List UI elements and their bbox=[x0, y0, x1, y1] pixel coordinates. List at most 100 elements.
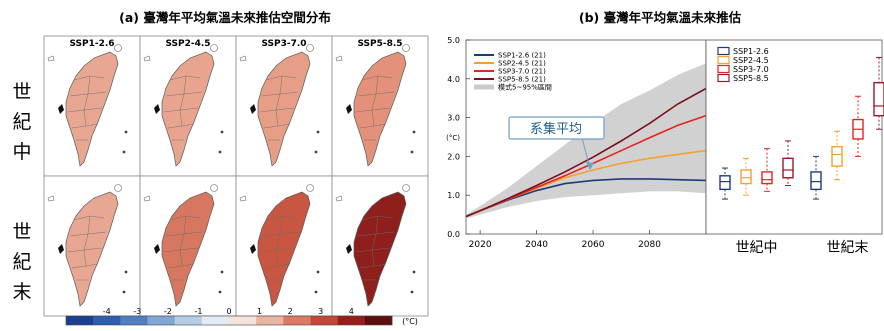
legend-swatch bbox=[717, 55, 730, 65]
islet-marker bbox=[114, 184, 122, 192]
legend-swatch bbox=[717, 46, 730, 56]
penghu-islands bbox=[250, 244, 256, 254]
legend-label: SSP1-2.6 bbox=[733, 47, 769, 56]
islet-marker bbox=[122, 290, 126, 294]
county-borders bbox=[355, 75, 395, 141]
box-layer bbox=[719, 56, 884, 200]
scenario-label: SSP5-8.5 bbox=[357, 39, 402, 49]
colorbar-cell bbox=[310, 316, 338, 325]
legend-label: SSP5-8.5 bbox=[733, 74, 769, 83]
colorbar-cell bbox=[120, 316, 148, 325]
legend-label: 模式5~95%區間 bbox=[498, 83, 552, 92]
colorbar-tick: -4 bbox=[103, 307, 111, 316]
county-borders bbox=[67, 75, 107, 141]
colorbar-cell bbox=[93, 316, 121, 325]
scenario-label: SSP1-2.6 bbox=[69, 39, 114, 49]
colorbar-tick: 2 bbox=[288, 307, 293, 316]
map-panel bbox=[43, 175, 141, 317]
y-tick-label: 3.0 bbox=[447, 114, 460, 123]
colorbar-tick: 1 bbox=[257, 307, 262, 316]
scenario-label: SSP2-4.5 bbox=[165, 39, 210, 49]
row-label-char: 紀 bbox=[12, 251, 31, 273]
map-panel: SSP2-4.5 bbox=[139, 35, 237, 177]
colorbar-tick: 3 bbox=[318, 307, 323, 316]
islet-marker bbox=[410, 290, 414, 294]
row-label-char: 世 bbox=[12, 81, 31, 103]
colorbar-cell bbox=[147, 316, 175, 325]
islet-marker bbox=[122, 150, 126, 154]
colorbar-cell bbox=[256, 316, 284, 325]
annotation-label: 系集平均 bbox=[530, 121, 582, 137]
islet-marker bbox=[218, 290, 222, 294]
islet-marker bbox=[239, 55, 247, 62]
panel-a-title: (a) 臺灣年平均氣溫未來推估空間分布 bbox=[119, 10, 331, 25]
colorbar-tick: -3 bbox=[133, 307, 141, 316]
islet-marker bbox=[335, 195, 343, 202]
box-body bbox=[782, 157, 794, 179]
box-group-label: 世紀中 bbox=[736, 240, 778, 256]
penghu-islands bbox=[346, 104, 352, 114]
y-tick-label: 5.0 bbox=[447, 36, 460, 45]
map-grid: SSP1-2.6 SSP2-4.5 SSP3-7.0 SSP5-8.5 bbox=[43, 35, 429, 317]
county-borders bbox=[355, 215, 395, 281]
legend-label: SSP3-7.0 (21) bbox=[498, 68, 546, 76]
box-body bbox=[810, 171, 822, 191]
box-group-labels: 世紀中 世紀末 bbox=[736, 240, 869, 256]
y-tick-label: 1.0 bbox=[447, 191, 460, 200]
box-body bbox=[719, 175, 731, 191]
annotation-arrow-head bbox=[586, 162, 594, 170]
penghu-islands bbox=[250, 104, 256, 114]
county-borders bbox=[163, 215, 203, 281]
legend-label: SSP2-4.5 (21) bbox=[498, 60, 546, 68]
y-tick-label: 0.0 bbox=[447, 230, 460, 239]
colorbar-cell bbox=[283, 316, 311, 325]
islet-marker bbox=[210, 184, 218, 192]
penghu-islands bbox=[346, 244, 352, 254]
islet-marker bbox=[218, 150, 222, 154]
colorbar-tick: -1 bbox=[194, 307, 202, 316]
legend-label: SSP5-8.5 (21) bbox=[498, 76, 546, 84]
islet-marker bbox=[314, 150, 318, 154]
islet-marker bbox=[412, 130, 416, 134]
islet-marker bbox=[402, 184, 410, 192]
islet-marker bbox=[124, 270, 128, 274]
county-borders bbox=[67, 215, 107, 281]
colorbar-cell bbox=[174, 316, 203, 325]
islet-marker bbox=[410, 150, 414, 154]
line-chart: 0.0 1.0 2.0 3.0 4.0 5.0 (°C) 2020 2040 2060 2080 S… bbox=[446, 36, 707, 250]
x-tick-label: 2080 bbox=[638, 240, 661, 250]
islet-marker bbox=[210, 44, 218, 52]
islet-marker bbox=[306, 184, 314, 192]
x-tick-label: 2040 bbox=[525, 240, 548, 250]
line-legend: SSP1-2.6 (21)SSP2-4.5 (21)SSP3-7.0 (21)S… bbox=[474, 52, 552, 92]
y-tick-label: 2.0 bbox=[447, 152, 460, 161]
colorbar-tick: -2 bbox=[164, 307, 172, 316]
y-tick-label: 4.0 bbox=[447, 75, 460, 84]
colorbar-cell bbox=[229, 316, 257, 325]
box-body bbox=[740, 169, 752, 185]
colorbar-cell bbox=[337, 316, 366, 325]
line-axes: 0.0 1.0 2.0 3.0 4.0 5.0 (°C) 2020 2040 2060 2080 bbox=[446, 36, 661, 250]
series-line bbox=[465, 87, 707, 218]
box-body bbox=[761, 171, 773, 185]
series-layer bbox=[465, 87, 707, 218]
colorbar-cell bbox=[364, 316, 393, 325]
islet-marker bbox=[412, 270, 416, 274]
islet-marker bbox=[220, 270, 224, 274]
islet-marker bbox=[143, 55, 151, 62]
colorbar-tick: 0 bbox=[226, 307, 231, 316]
islet-marker bbox=[314, 290, 318, 294]
islet-marker bbox=[220, 130, 224, 134]
county-borders bbox=[259, 75, 299, 141]
row-label-char: 紀 bbox=[12, 111, 31, 133]
islet-marker bbox=[114, 44, 122, 52]
legend-label: SSP3-7.0 bbox=[733, 65, 769, 74]
county-borders bbox=[259, 215, 299, 281]
colorbar-unit: (°C) bbox=[402, 317, 418, 326]
ensemble-mean-annotation: 系集平均 bbox=[508, 116, 605, 170]
panel-b-title: (b) 臺灣年平均氣溫未來推估 bbox=[579, 10, 742, 25]
